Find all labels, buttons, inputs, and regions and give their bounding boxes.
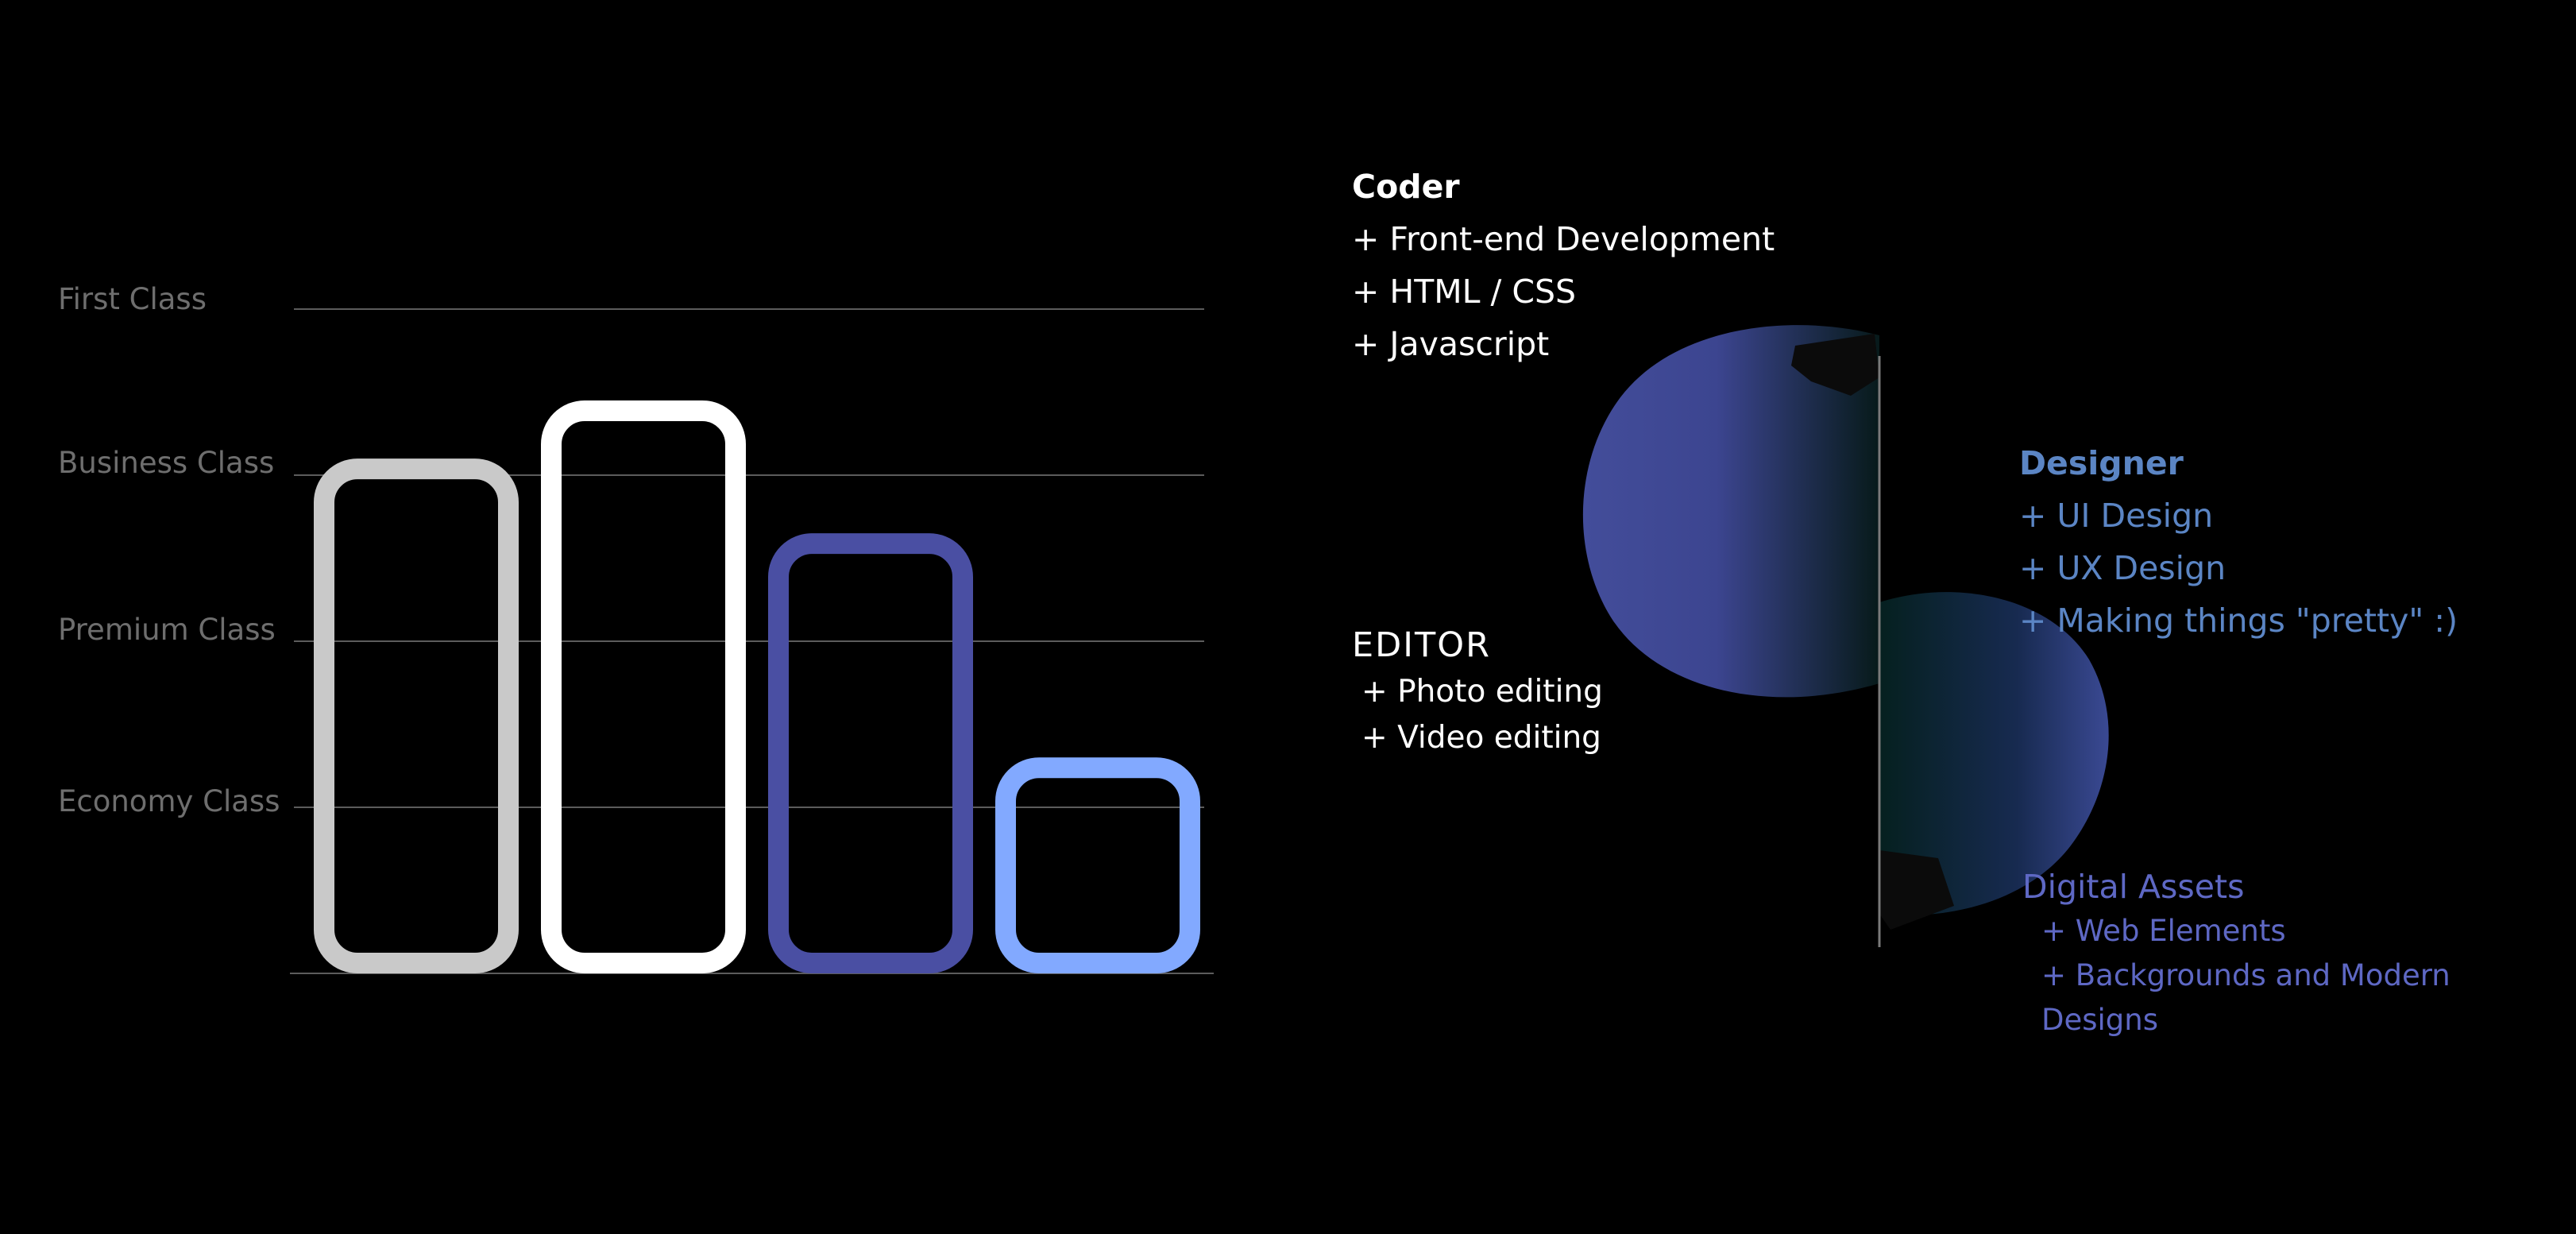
y-tick-label-economy-class: Economy Class xyxy=(58,784,280,818)
editor-skills: EDITOR + Photo editing + Video editing xyxy=(1352,621,1603,761)
brush-circle-bottom xyxy=(1879,592,2109,915)
coder-skill-item: + HTML / CSS xyxy=(1352,273,1577,311)
y-tick-label-business-class: Business Class xyxy=(58,446,274,480)
coder-skill-list: + Front-end Development + HTML / CSS + J… xyxy=(1352,213,1775,370)
digital-assets-item: + Backgrounds and Modern Designs xyxy=(2041,958,2450,1037)
coder-skill-item: + Front-end Development xyxy=(1352,220,1775,258)
y-tick-label-premium-class: Premium Class xyxy=(58,613,276,647)
digital-assets-item: + Web Elements xyxy=(2041,914,2286,948)
designer-title: Designer xyxy=(2019,444,2184,482)
editor-title: EDITOR xyxy=(1352,625,1491,665)
designer-skill-item: + UX Design xyxy=(2019,549,2226,587)
brush-stroke-top xyxy=(1791,334,1879,396)
digital-assets-title: Digital Assets xyxy=(2022,868,2245,906)
bar-1 xyxy=(314,458,519,973)
editor-skill-item: + Photo editing xyxy=(1361,674,1603,710)
y-axis-labels: First Class Business Class Premium Class… xyxy=(58,282,280,818)
y-tick-label-first-class: First Class xyxy=(58,282,207,316)
bar-4 xyxy=(995,757,1200,973)
designer-skill-item: + UI Design xyxy=(2019,497,2214,535)
skills-circles-graphic xyxy=(1582,325,2109,947)
bar-2 xyxy=(541,400,746,973)
designer-skill-list: + UI Design + UX Design + Making things … xyxy=(2019,489,2458,647)
brush-circle-top xyxy=(1582,325,1879,698)
brush-stroke-bottom xyxy=(1879,850,1954,930)
chart-bars xyxy=(314,400,1200,973)
bar-chart: First Class Business Class Premium Class… xyxy=(58,282,1214,974)
coder-skills: Coder + Front-end Development + HTML / C… xyxy=(1352,161,1775,370)
digital-assets-list: + Web Elements + Backgrounds and Modern … xyxy=(2022,909,2486,1043)
editor-skill-item: + Video editing xyxy=(1361,720,1601,756)
chart-grid xyxy=(290,308,1214,974)
coder-title: Coder xyxy=(1352,168,1460,206)
coder-skill-item: + Javascript xyxy=(1352,325,1550,363)
editor-skill-list: + Photo editing + Video editing xyxy=(1352,669,1603,761)
designer-skill-item: + Making things "pretty" :) xyxy=(2019,602,2458,640)
digital-assets-skills: Digital Assets + Web Elements + Backgrou… xyxy=(2022,865,2486,1043)
bar-3 xyxy=(768,533,973,973)
designer-skills: Designer + UI Design + UX Design + Makin… xyxy=(2019,437,2458,647)
